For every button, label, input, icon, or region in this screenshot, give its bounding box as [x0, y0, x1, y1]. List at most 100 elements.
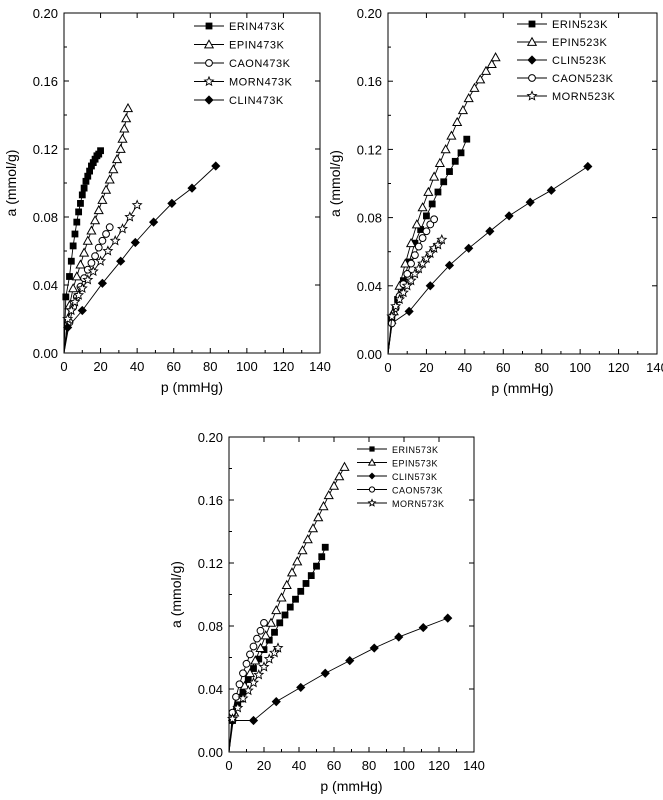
- data-point: [250, 665, 257, 672]
- y-tick-label: 0.20: [198, 430, 223, 445]
- data-point: [469, 82, 480, 92]
- data-point: [227, 713, 238, 724]
- y-tick-label: 0.12: [198, 556, 223, 571]
- y-tick-label: 0.20: [357, 6, 382, 21]
- data-point: [446, 168, 453, 175]
- data-point: [414, 242, 423, 251]
- chart-panel-573K: 0 20 40 60 80 100 120 140 0.00 0.04 0.08 0.12 0.16 0.…: [168, 430, 485, 794]
- data-point: [318, 501, 329, 511]
- data-point: [286, 603, 294, 611]
- data-point: [255, 642, 266, 652]
- legend-marker: [367, 498, 377, 507]
- data-point: [411, 239, 419, 247]
- legend-label: EPIN473K: [229, 40, 285, 52]
- data-point: [122, 102, 134, 113]
- data-point: [457, 149, 465, 157]
- x-tick-label: 140: [309, 359, 331, 374]
- legend-marker: [368, 486, 376, 493]
- series-ERIN473K: [62, 147, 104, 354]
- legend-marker: [369, 446, 375, 452]
- data-point: [424, 247, 436, 259]
- legend: ERIN523K EPIN523K CLIN523K CAON523K MORN523K: [517, 19, 615, 103]
- data-point: [116, 256, 126, 266]
- data-point: [271, 697, 281, 707]
- data-point: [71, 271, 82, 281]
- data-point: [75, 208, 83, 216]
- data-point: [443, 613, 453, 623]
- data-point: [457, 104, 469, 115]
- data-point: [444, 260, 455, 270]
- x-tick-label: 120: [273, 359, 295, 374]
- data-point: [77, 305, 87, 316]
- data-point: [411, 251, 419, 260]
- data-point: [409, 268, 421, 279]
- data-point: [397, 286, 409, 298]
- data-point: [104, 174, 115, 184]
- data-point: [417, 226, 425, 233]
- data-point: [131, 199, 143, 210]
- data-point: [86, 167, 93, 175]
- data-point: [276, 619, 284, 627]
- data-point: [109, 235, 121, 246]
- data-point: [265, 636, 273, 644]
- data-point: [111, 153, 123, 164]
- data-point: [265, 617, 277, 627]
- legend-label: MORN473K: [229, 77, 292, 89]
- legend: ERIN473K EPIN473K CAON473K MORN473K CLIN473K: [194, 21, 292, 107]
- data-point: [71, 230, 79, 238]
- data-point: [313, 562, 320, 570]
- series-line: [387, 166, 589, 355]
- data-point: [250, 655, 261, 665]
- data-point: [63, 322, 73, 333]
- legend-label: ERIN523K: [552, 19, 608, 31]
- data-point: [239, 688, 247, 696]
- legend-label: CLIN523K: [552, 55, 607, 67]
- data-point: [413, 262, 425, 274]
- data-point: [86, 225, 97, 235]
- legend-label: EPIN573K: [392, 459, 438, 469]
- data-point: [242, 659, 251, 668]
- data-point: [77, 200, 84, 207]
- y-tick-label: 0.00: [33, 346, 58, 361]
- data-point: [260, 630, 271, 640]
- data-point: [394, 632, 404, 642]
- x-tick-label: 40: [292, 758, 306, 773]
- legend-label: ERIN573K: [392, 445, 439, 455]
- series-ERIN523K: [387, 135, 471, 355]
- data-point: [525, 197, 535, 207]
- data-point: [260, 618, 268, 627]
- data-point: [369, 643, 379, 653]
- y-tick-label: 0.04: [357, 279, 382, 294]
- data-point: [119, 123, 130, 133]
- legend: ERIN573K EPIN573K CLIN573K CAON573K MORN573K: [357, 445, 444, 509]
- data-point: [429, 171, 440, 181]
- data-point: [105, 223, 114, 232]
- data-point: [504, 211, 514, 221]
- data-point: [318, 553, 326, 561]
- x-tick-label: 140: [646, 360, 663, 375]
- data-point: [394, 293, 406, 305]
- data-point: [108, 164, 119, 174]
- data-point: [422, 227, 431, 236]
- data-point: [95, 255, 107, 266]
- data-point: [121, 113, 132, 123]
- data-point: [115, 143, 126, 153]
- y-tick-label: 0.16: [198, 493, 223, 508]
- legend-label: CAON573K: [392, 486, 443, 496]
- legend-label: EPIN523K: [552, 37, 608, 49]
- data-point: [420, 252, 432, 264]
- data-point: [93, 204, 104, 215]
- data-point: [102, 230, 110, 238]
- x-tick-label: 80: [362, 758, 376, 773]
- x-tick-label: 80: [534, 360, 548, 375]
- data-point: [263, 653, 275, 664]
- data-point: [292, 556, 303, 566]
- data-point: [100, 184, 112, 194]
- series-MORN573K: [227, 642, 284, 753]
- y-tick-label: 0.04: [33, 278, 58, 293]
- data-point: [434, 188, 442, 196]
- data-point: [387, 319, 396, 328]
- data-point: [78, 191, 86, 199]
- data-point: [417, 202, 428, 212]
- data-point: [237, 692, 249, 704]
